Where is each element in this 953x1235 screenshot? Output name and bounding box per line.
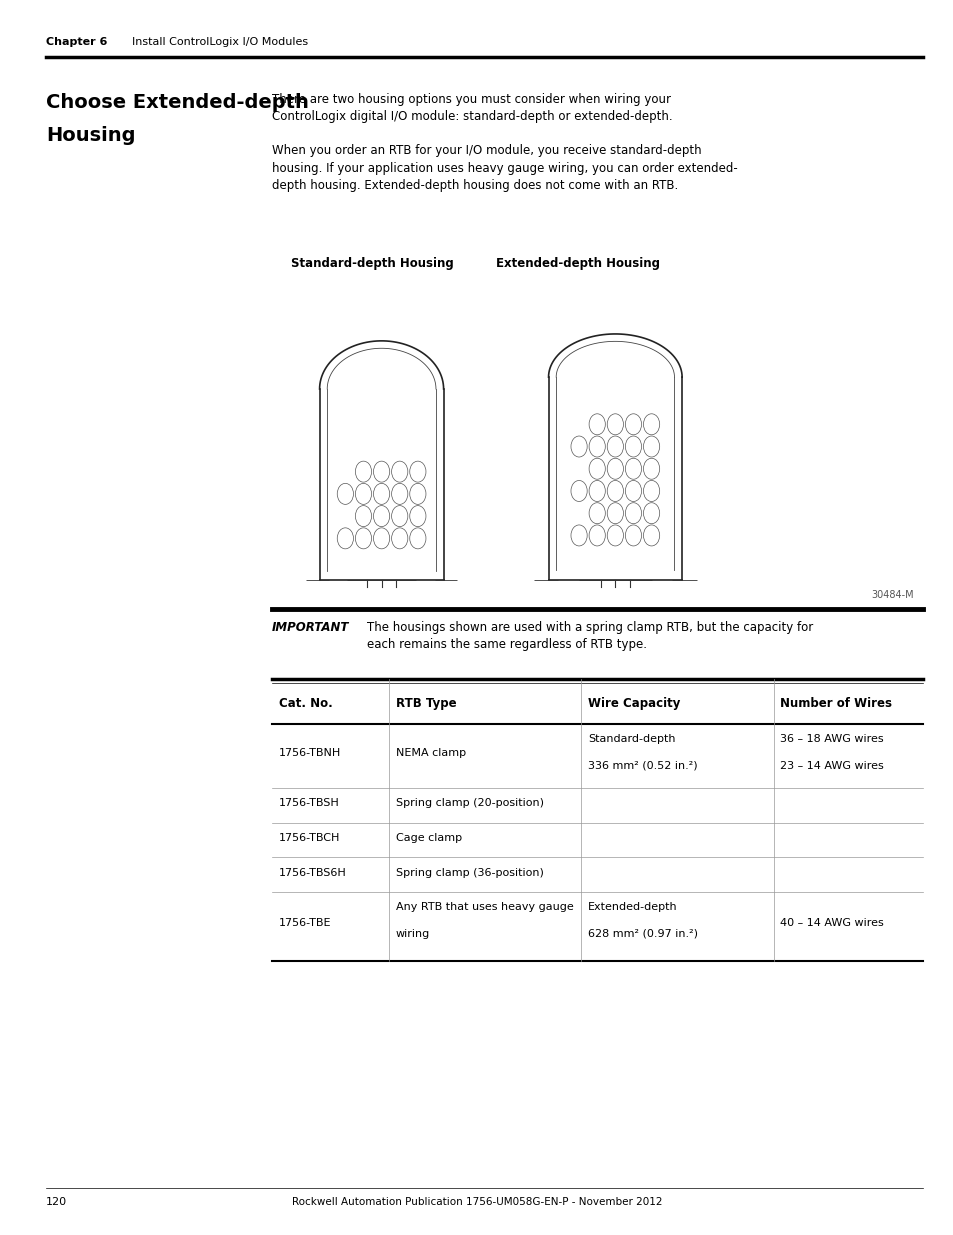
Text: 30484-M: 30484-M xyxy=(870,590,913,600)
Text: The housings shown are used with a spring clamp RTB, but the capacity for
each r: The housings shown are used with a sprin… xyxy=(367,621,813,651)
Text: 36 – 18 AWG wires: 36 – 18 AWG wires xyxy=(780,734,883,743)
Text: 336 mm² (0.52 in.²): 336 mm² (0.52 in.²) xyxy=(587,761,697,771)
Text: Chapter 6: Chapter 6 xyxy=(46,37,107,47)
Text: Standard-depth Housing: Standard-depth Housing xyxy=(291,257,454,270)
Text: 23 – 14 AWG wires: 23 – 14 AWG wires xyxy=(780,761,883,771)
Text: 1756-TBSH: 1756-TBSH xyxy=(278,799,339,809)
Text: 1756-TBNH: 1756-TBNH xyxy=(278,747,340,757)
Text: 40 – 14 AWG wires: 40 – 14 AWG wires xyxy=(780,918,883,927)
Text: NEMA clamp: NEMA clamp xyxy=(395,747,465,757)
Text: Extended-depth: Extended-depth xyxy=(587,902,677,911)
Text: Cage clamp: Cage clamp xyxy=(395,834,461,844)
Text: Housing: Housing xyxy=(46,126,135,144)
Text: When you order an RTB for your I/O module, you receive standard-depth
housing. I: When you order an RTB for your I/O modul… xyxy=(272,144,737,193)
Text: Cat. No.: Cat. No. xyxy=(278,697,332,710)
Text: Choose Extended-depth: Choose Extended-depth xyxy=(46,93,309,111)
Text: Spring clamp (20-position): Spring clamp (20-position) xyxy=(395,799,543,809)
Text: Standard-depth: Standard-depth xyxy=(587,734,675,743)
Text: Number of Wires: Number of Wires xyxy=(780,697,891,710)
Text: Any RTB that uses heavy gauge: Any RTB that uses heavy gauge xyxy=(395,902,573,911)
Text: Spring clamp (36-position): Spring clamp (36-position) xyxy=(395,868,543,878)
Text: IMPORTANT: IMPORTANT xyxy=(272,621,349,635)
Text: Extended-depth Housing: Extended-depth Housing xyxy=(496,257,659,270)
Text: wiring: wiring xyxy=(395,929,430,939)
Text: There are two housing options you must consider when wiring your
ControlLogix di: There are two housing options you must c… xyxy=(272,93,672,124)
Text: 1756-TBS6H: 1756-TBS6H xyxy=(278,868,346,878)
Text: 628 mm² (0.97 in.²): 628 mm² (0.97 in.²) xyxy=(587,929,698,939)
Text: Install ControlLogix I/O Modules: Install ControlLogix I/O Modules xyxy=(132,37,308,47)
Text: RTB Type: RTB Type xyxy=(395,697,456,710)
Text: Rockwell Automation Publication 1756-UM058G-EN-P - November 2012: Rockwell Automation Publication 1756-UM0… xyxy=(292,1197,661,1207)
Text: 120: 120 xyxy=(46,1197,67,1207)
Text: 1756-TBE: 1756-TBE xyxy=(278,918,331,927)
Text: 1756-TBCH: 1756-TBCH xyxy=(278,834,339,844)
Text: Wire Capacity: Wire Capacity xyxy=(587,697,679,710)
